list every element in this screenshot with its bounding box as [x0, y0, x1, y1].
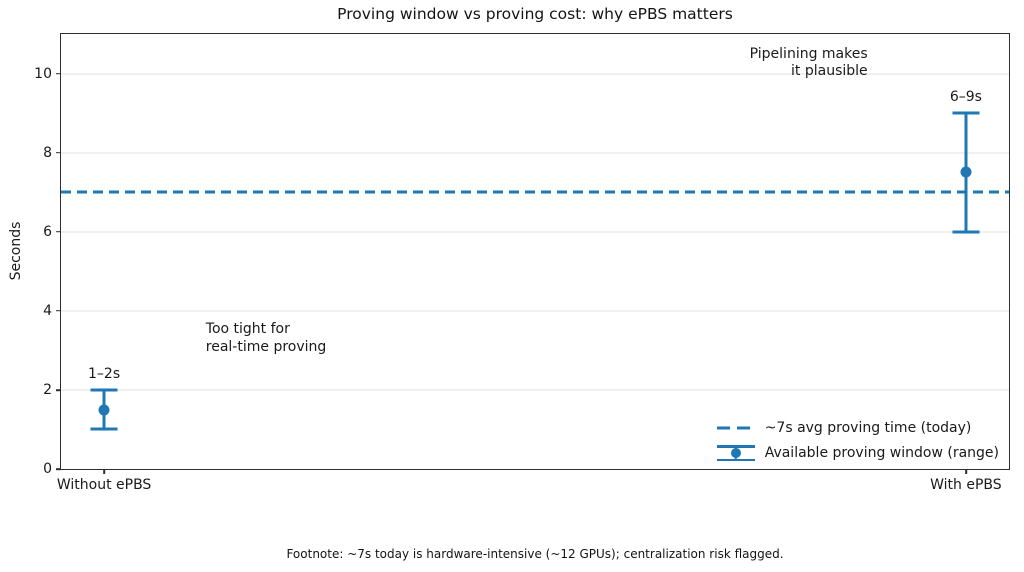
chart-title: Proving window vs proving cost: why ePBS…: [337, 5, 733, 23]
y-axis-label: Seconds: [8, 221, 24, 281]
errorbar-marker: [98, 404, 110, 416]
legend-label: Available proving window (range): [764, 445, 999, 461]
reference-line-avg-proving-time: [61, 190, 1009, 194]
gridline: [61, 152, 1009, 154]
y-tick-mark: [56, 72, 61, 75]
footnote: Footnote: ~7s today is hardware-intensiv…: [286, 547, 784, 561]
legend-dash: [716, 426, 755, 430]
range-label: 1–2s: [88, 365, 121, 382]
annotation: Too tight for real-time proving: [205, 321, 327, 355]
gridline: [61, 310, 1009, 312]
x-tick-mark: [965, 469, 967, 474]
y-tick-mark: [56, 468, 61, 470]
x-tick-mark: [103, 469, 105, 474]
y-tick-mark: [56, 151, 61, 154]
gridline: [61, 73, 1009, 75]
errorbar-marker: [960, 166, 972, 178]
y-tick-label: 2: [43, 381, 52, 398]
legend-entry: ~7s avg proving time (today): [716, 417, 972, 439]
y-tick-mark: [56, 230, 61, 233]
errorbar-key-icon: [716, 445, 755, 461]
annotation: Pipelining makes it plausible: [749, 45, 868, 80]
legend-label: ~7s avg proving time (today): [764, 420, 972, 436]
errorbar-cap: [952, 230, 980, 234]
y-tick-mark: [56, 389, 61, 391]
gridline: [61, 389, 1009, 391]
errorbar-cap: [90, 427, 118, 431]
legend-errorbar-marker: [730, 448, 741, 458]
errorbar-cap: [952, 111, 980, 115]
y-tick-label: 10: [34, 65, 52, 82]
y-tick-label: 6: [43, 223, 52, 240]
x-tick-label-with-epbs: With ePBS: [930, 477, 1002, 493]
legend: ~7s avg proving time (today) Available pr…: [716, 417, 999, 464]
x-tick-label-without-epbs: Without ePBS: [56, 477, 152, 493]
legend-entry: Available proving window (range): [716, 442, 999, 464]
y-tick-label: 8: [43, 144, 52, 161]
y-tick-mark: [56, 310, 61, 312]
plot-area: ~7s avg proving time (today) Available pr…: [34, 33, 1010, 493]
dashed-line-key-icon: [716, 420, 755, 436]
gridline: [61, 231, 1009, 233]
errorbar-cap: [90, 388, 118, 392]
range-label: 6–9s: [949, 89, 982, 106]
y-tick-label: 0: [43, 461, 52, 477]
y-tick-label: 4: [43, 302, 52, 319]
